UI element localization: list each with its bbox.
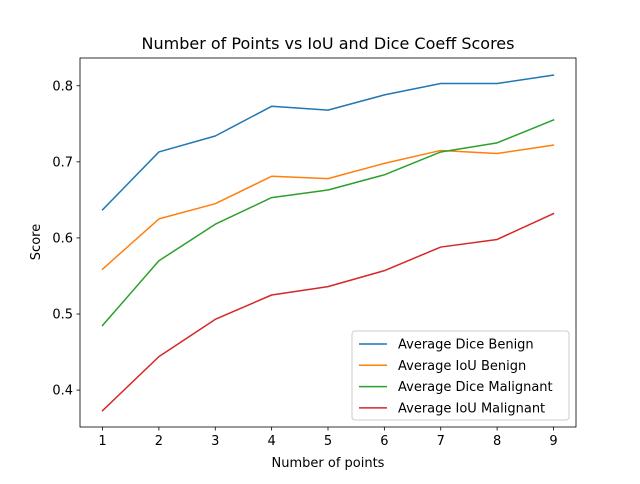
y-axis: 0.4 0.5 0.6 0.7 0.8 bbox=[52, 79, 80, 399]
x-tick-label: 7 bbox=[437, 434, 445, 449]
chart-title: Number of Points vs IoU and Dice Coeff S… bbox=[142, 34, 515, 53]
x-axis-label: Number of points bbox=[272, 456, 385, 471]
legend-label: Average IoU Benign bbox=[398, 359, 526, 374]
y-axis-label: Score bbox=[29, 224, 44, 260]
legend-box bbox=[351, 330, 570, 421]
y-tick-label: 0.5 bbox=[52, 308, 73, 323]
x-tick-label: 1 bbox=[98, 434, 106, 449]
x-tick-label: 4 bbox=[267, 434, 275, 449]
legend-label: Average Dice Benign bbox=[398, 338, 534, 353]
plot-area bbox=[101, 74, 555, 412]
legend-label: Average IoU Malignant bbox=[398, 401, 545, 416]
legend: Average Dice Benign Average IoU Benign Ave… bbox=[351, 330, 570, 421]
x-tick-label: 5 bbox=[324, 434, 332, 449]
x-tick-label: 3 bbox=[211, 434, 219, 449]
y-tick-label: 0.7 bbox=[52, 155, 73, 170]
y-tick-label: 0.8 bbox=[52, 79, 73, 94]
x-axis: 1 2 3 4 5 6 7 8 9 bbox=[98, 427, 558, 449]
series-line-2 bbox=[101, 144, 555, 271]
y-tick-label: 0.4 bbox=[52, 384, 73, 399]
x-tick-label: 2 bbox=[155, 434, 163, 449]
series-line-4 bbox=[101, 212, 555, 412]
legend-label: Average Dice Malignant bbox=[398, 380, 553, 395]
series-line-3 bbox=[101, 119, 555, 327]
x-tick-label: 8 bbox=[493, 434, 501, 449]
y-tick-label: 0.6 bbox=[52, 231, 73, 246]
x-tick-label: 9 bbox=[549, 434, 557, 449]
x-tick-label: 6 bbox=[380, 434, 388, 449]
series-line-1 bbox=[101, 74, 555, 211]
